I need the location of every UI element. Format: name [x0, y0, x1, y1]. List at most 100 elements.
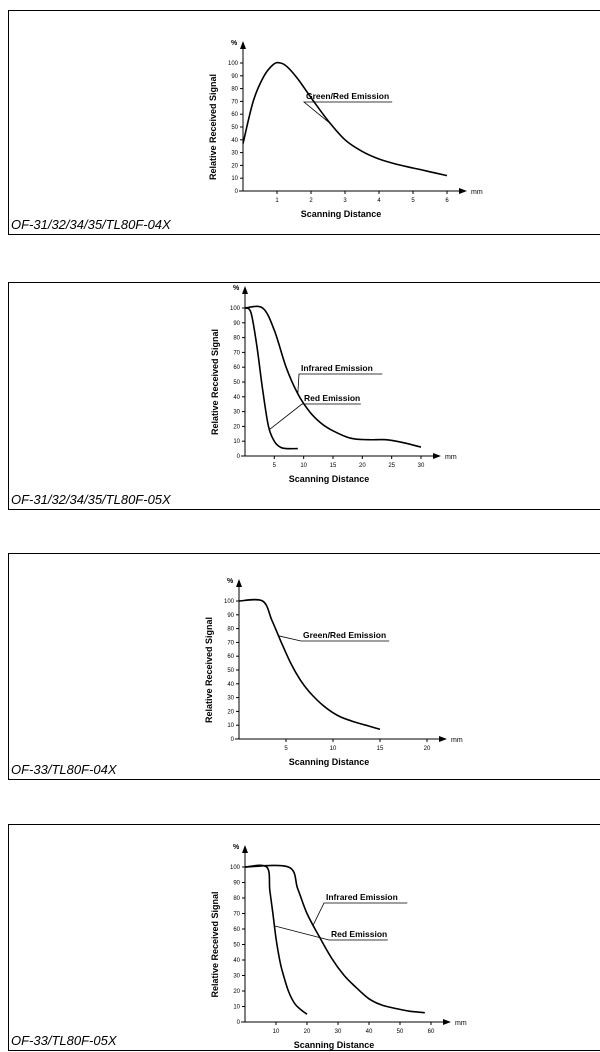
series-line-2: [244, 307, 298, 450]
x-tick-label: 4: [377, 198, 381, 204]
y-tick-label: 10: [233, 1005, 240, 1011]
y-tick-label: 60: [231, 112, 238, 118]
y-axis-label: Relative Received Signal: [208, 74, 218, 180]
x-unit: mm: [455, 1020, 467, 1027]
series-line-1: [244, 305, 422, 448]
chart-2: % mm 0 10 20 30 40 50 60 70 80 90 100 5 10 15 20 25 30 Scan…: [210, 285, 457, 484]
y-tick-label: 0: [237, 1020, 241, 1026]
y-tick-label: 40: [233, 395, 240, 401]
series-line-2: [244, 864, 308, 1015]
x-tick-label: 20: [304, 1029, 311, 1035]
leader-line: [302, 101, 393, 125]
y-tick-label: 20: [233, 989, 240, 995]
x-tick-label: 10: [330, 746, 337, 752]
series-label: Green/Red Emission: [306, 91, 389, 101]
y-tick-label: 70: [227, 640, 234, 646]
x-tick-label: 40: [366, 1029, 373, 1035]
y-tick-label: 60: [233, 365, 240, 371]
x-tick-label: 25: [388, 463, 395, 469]
y-tick-label: 70: [233, 912, 240, 918]
x-tick-label: 10: [273, 1029, 280, 1035]
y-tick-label: 90: [233, 321, 240, 327]
leader-line: [312, 902, 408, 926]
y-tick-label: 30: [227, 696, 234, 702]
x-tick-label: 15: [330, 463, 337, 469]
x-tick-label: 6: [445, 198, 449, 204]
y-axis-arrow: [242, 845, 248, 853]
y-tick-label: 40: [233, 958, 240, 964]
y-unit: %: [233, 844, 240, 851]
series-label: Red Emission: [304, 393, 360, 403]
model-label: OF-33/TL80F-05X: [11, 1033, 117, 1048]
y-tick-label: 10: [231, 176, 238, 182]
y-tick-label: 40: [231, 138, 238, 144]
x-axis-label: Scanning Distance: [294, 1040, 375, 1050]
leader-line: [278, 635, 390, 642]
y-tick-label: 80: [233, 336, 240, 342]
y-tick-label: 50: [227, 668, 234, 674]
series-label: Green/Red Emission: [303, 630, 386, 640]
y-axis-arrow: [236, 579, 242, 587]
x-tick-label: 50: [397, 1029, 404, 1035]
y-axis-arrow: [240, 41, 246, 49]
series-label: Infrared Emission: [301, 363, 373, 373]
chart-1: % mm 0 10 20 30 40 50 60 70 80 90 100 1 2 3 4 5 6 Scanning …: [208, 40, 483, 219]
x-tick-label: 20: [359, 463, 366, 469]
y-tick-label: 50: [233, 380, 240, 386]
y-unit: %: [231, 40, 238, 47]
x-axis-label: Scanning Distance: [289, 757, 370, 767]
x-axis-arrow: [433, 453, 441, 459]
y-unit: %: [227, 578, 234, 585]
x-tick-label: 1: [275, 198, 279, 204]
x-tick-label: 60: [428, 1029, 435, 1035]
chart-panel-4: % mm 0 10 20 30 40 50 60 70 80 90 100 10 20 30 40 50 60 Sca…: [8, 824, 600, 1051]
y-tick-label: 90: [233, 881, 240, 887]
y-tick-label: 40: [227, 682, 234, 688]
y-tick-label: 90: [231, 74, 238, 80]
chart-3: % mm 0 10 20 30 40 50 60 70 80 90 100 5 10 15 20 Scanning…: [204, 578, 463, 767]
model-label: OF-31/32/34/35/TL80F-05X: [11, 492, 171, 507]
series-label: Infrared Emission: [326, 892, 398, 902]
y-tick-label: 100: [230, 306, 241, 312]
y-tick-label: 90: [227, 613, 234, 619]
y-tick-label: 80: [227, 627, 234, 633]
x-tick-label: 20: [424, 746, 431, 752]
chart-4: % mm 0 10 20 30 40 50 60 70 80 90 100 10 20 30 40 50 60 Sca…: [210, 844, 467, 1050]
y-tick-label: 60: [233, 927, 240, 933]
y-unit: %: [233, 285, 240, 292]
y-tick-label: 100: [230, 865, 241, 871]
y-tick-label: 30: [233, 974, 240, 980]
leader-line: [297, 373, 383, 394]
series-label: Red Emission: [331, 929, 387, 939]
x-axis-arrow: [443, 1019, 451, 1025]
leader-line: [274, 925, 388, 941]
y-tick-label: 80: [233, 896, 240, 902]
y-tick-label: 70: [231, 99, 238, 105]
x-unit: mm: [451, 737, 463, 744]
x-tick-label: 30: [335, 1029, 342, 1035]
leader-line: [269, 403, 361, 430]
series-line-1: [244, 864, 425, 1014]
y-tick-label: 50: [231, 125, 238, 131]
y-axis-label: Relative Received Signal: [210, 329, 220, 435]
x-tick-label: 10: [300, 463, 307, 469]
x-tick-label: 2: [309, 198, 313, 204]
y-axis-arrow: [242, 286, 248, 294]
y-tick-label: 50: [233, 943, 240, 949]
x-axis-arrow: [459, 188, 467, 194]
series-line-1: [238, 598, 381, 731]
y-tick-label: 60: [227, 654, 234, 660]
chart-panel-1: % mm 0 10 20 30 40 50 60 70 80 90 100 1 2 3 4 5 6 Scanning …: [8, 10, 600, 235]
x-tick-label: 5: [411, 198, 415, 204]
y-axis-label: Relative Received Signal: [210, 891, 220, 997]
y-tick-label: 30: [231, 151, 238, 157]
y-tick-label: 0: [231, 737, 235, 743]
model-label: OF-33/TL80F-04X: [11, 762, 117, 777]
y-tick-label: 10: [233, 439, 240, 445]
x-axis-arrow: [439, 736, 447, 742]
x-tick-label: 15: [377, 746, 384, 752]
y-tick-label: 10: [227, 723, 234, 729]
y-tick-label: 80: [231, 87, 238, 93]
x-axis-label: Scanning Distance: [289, 474, 370, 484]
x-tick-label: 30: [418, 463, 425, 469]
